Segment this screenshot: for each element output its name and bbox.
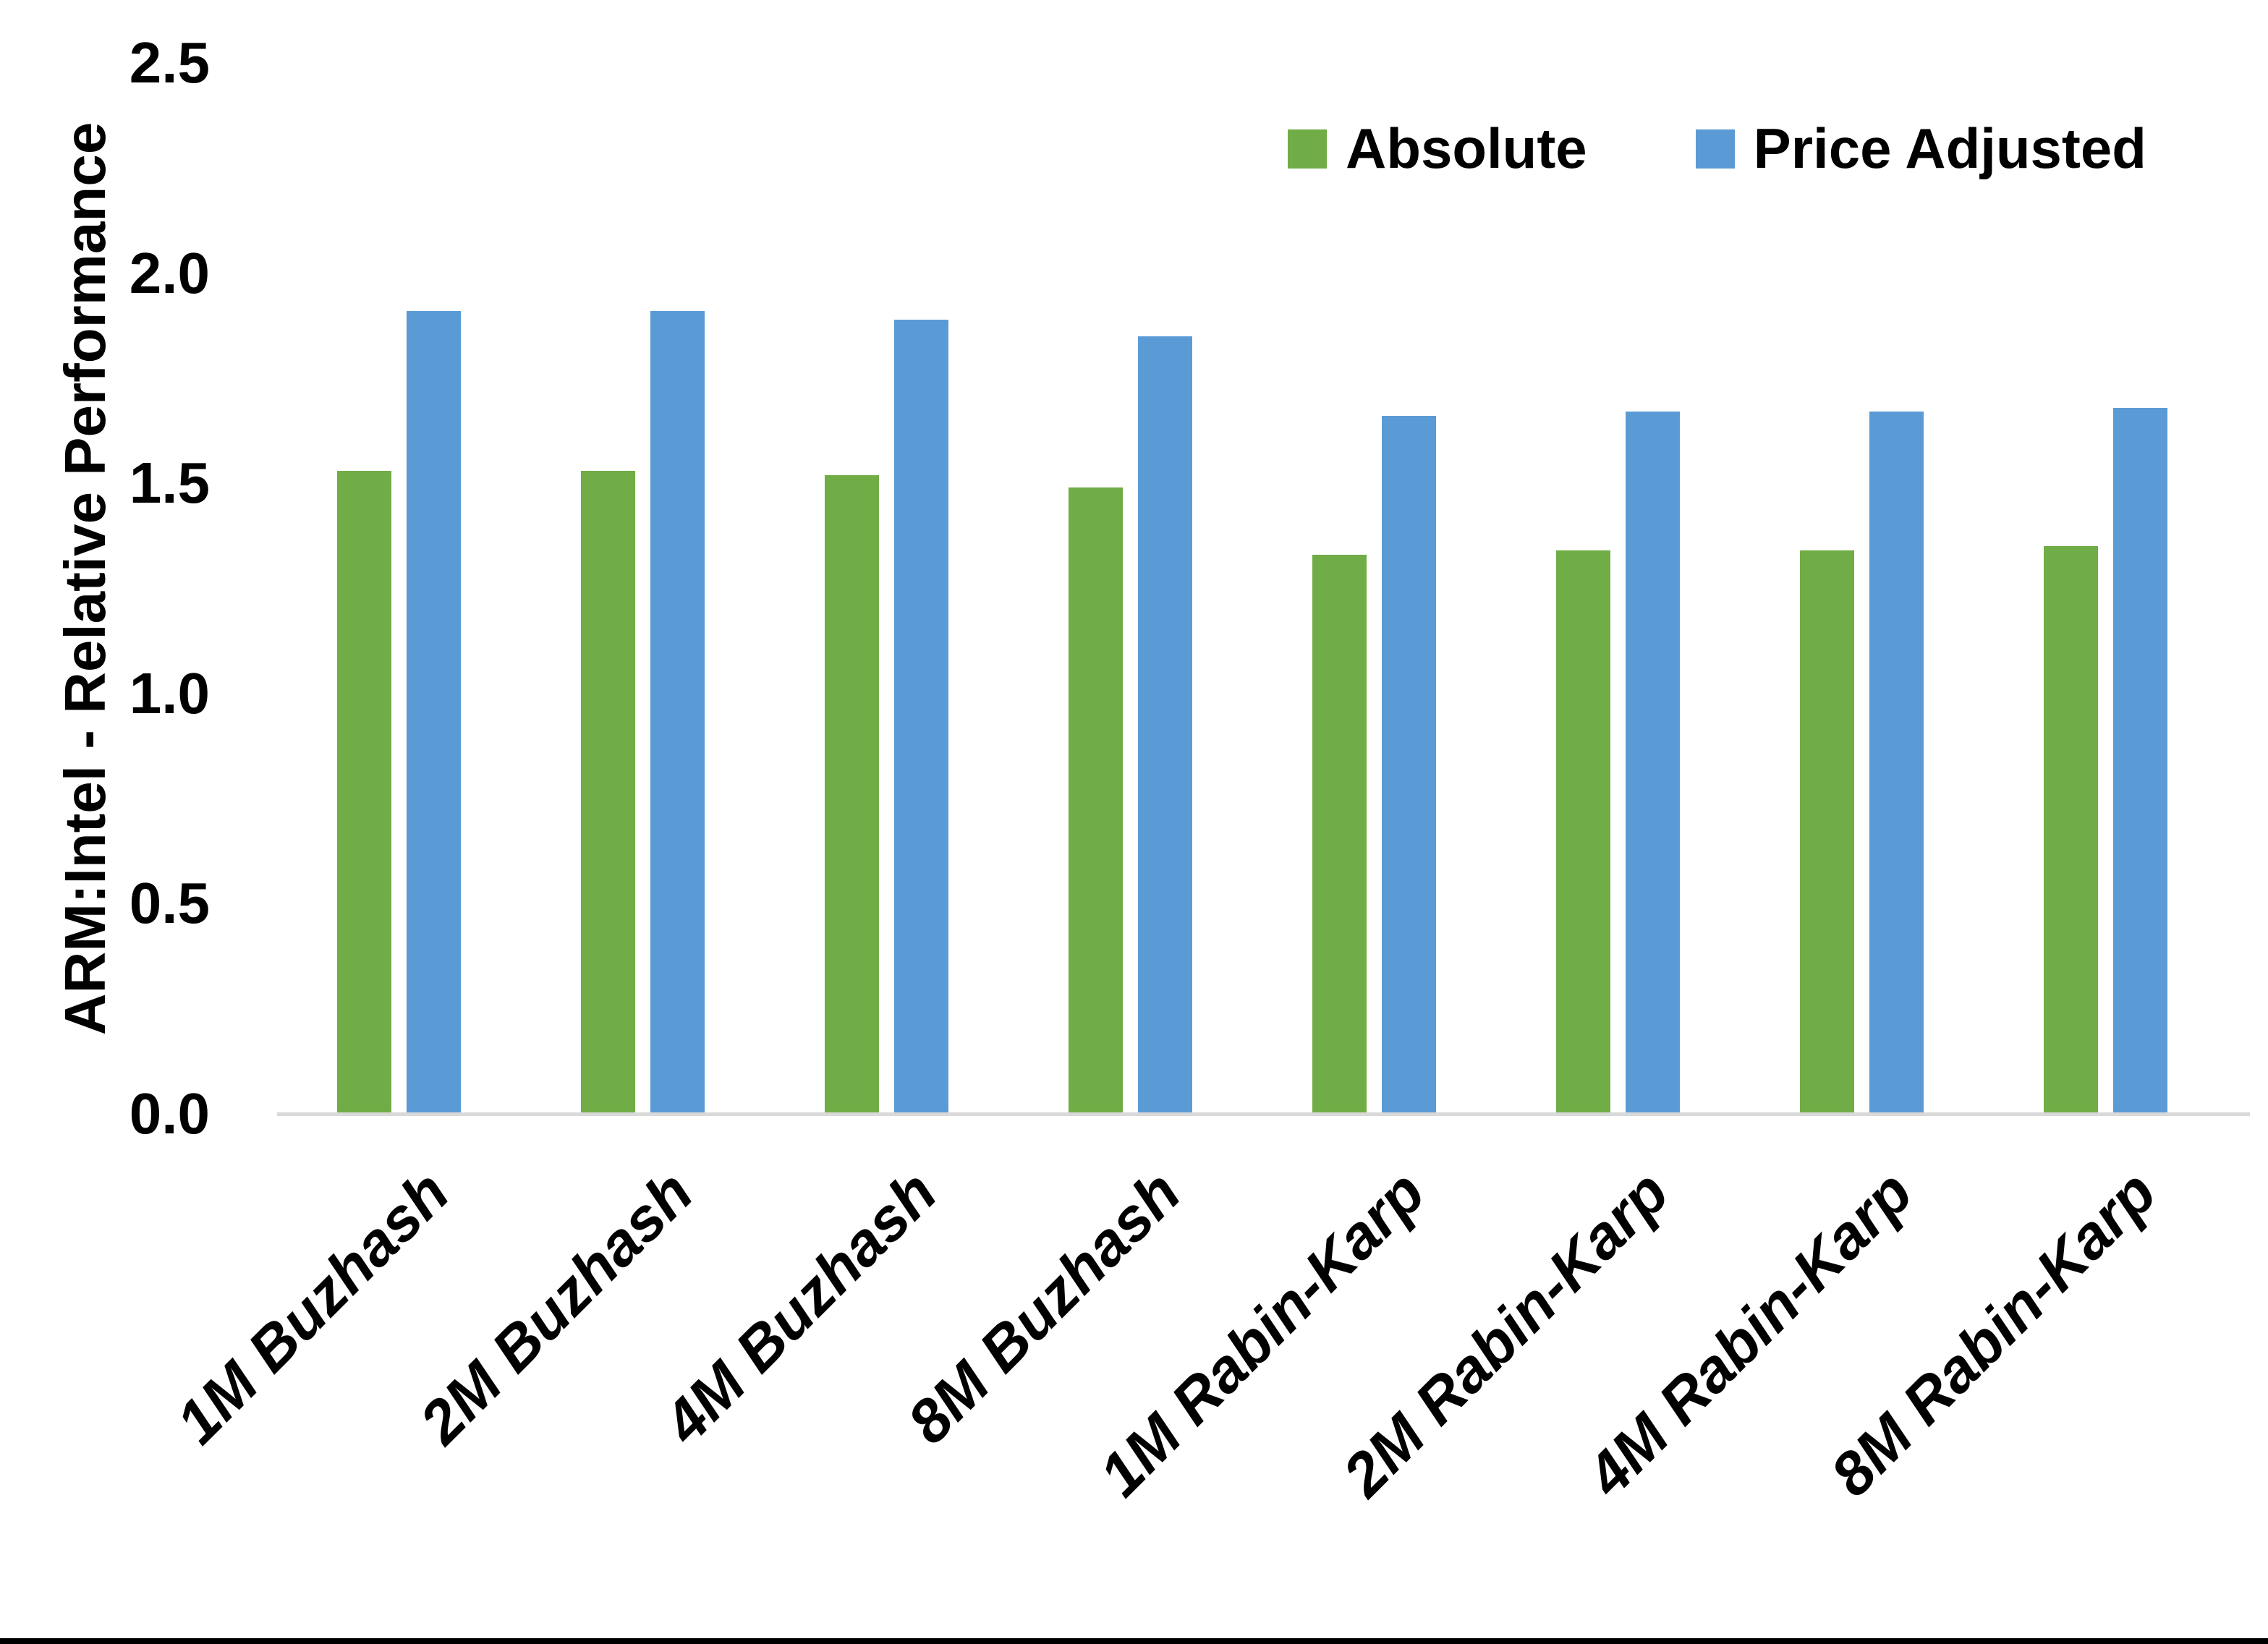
y-tick-label: 2.0 — [129, 240, 210, 305]
bar-price-adjusted-2m-rabin-karp — [1626, 412, 1680, 1114]
bar-absolute-2m-buzhash — [581, 470, 635, 1114]
x-axis-line — [277, 1112, 2250, 1116]
bar-absolute-1m-rabin-karp — [1312, 555, 1367, 1114]
y-tick-label: 1.0 — [129, 660, 210, 725]
bar-absolute-1m-buzhash — [337, 470, 391, 1114]
absolute-series-swatch-icon — [1288, 129, 1327, 169]
legend: Absolute Price Adjusted — [1288, 116, 2146, 182]
price-adjusted-series-swatch-icon — [1695, 129, 1735, 169]
bar-price-adjusted-2m-buzhash — [650, 310, 705, 1114]
bar-absolute-2m-rabin-karp — [1556, 550, 1610, 1114]
bar-absolute-4m-buzhash — [825, 474, 879, 1114]
bar-price-adjusted-4m-rabin-karp — [1869, 412, 1924, 1114]
bar-price-adjusted-4m-buzhash — [894, 319, 948, 1114]
legend-item-absolute: Absolute — [1288, 116, 1587, 182]
bar-price-adjusted-1m-rabin-karp — [1382, 416, 1436, 1114]
y-tick-label: 2.5 — [129, 30, 210, 95]
y-tick-label: 0.0 — [129, 1081, 210, 1146]
y-tick-label: 0.5 — [129, 871, 210, 936]
bar-absolute-8m-rabin-karp — [2044, 546, 2098, 1114]
figure-bottom-border — [0, 1638, 2268, 1644]
legend-item-price-adjusted: Price Adjusted — [1695, 116, 2146, 182]
bar-absolute-4m-rabin-karp — [1800, 550, 1854, 1114]
legend-label-absolute: Absolute — [1346, 116, 1587, 180]
bar-price-adjusted-8m-rabin-karp — [2113, 407, 2167, 1114]
bar-price-adjusted-8m-buzhash — [1138, 336, 1192, 1114]
y-tick-label: 1.5 — [129, 451, 210, 516]
bar-price-adjusted-1m-buzhash — [407, 310, 461, 1114]
legend-label-price-adjusted: Price Adjusted — [1753, 116, 2146, 180]
bar-absolute-8m-buzhash — [1069, 487, 1123, 1114]
